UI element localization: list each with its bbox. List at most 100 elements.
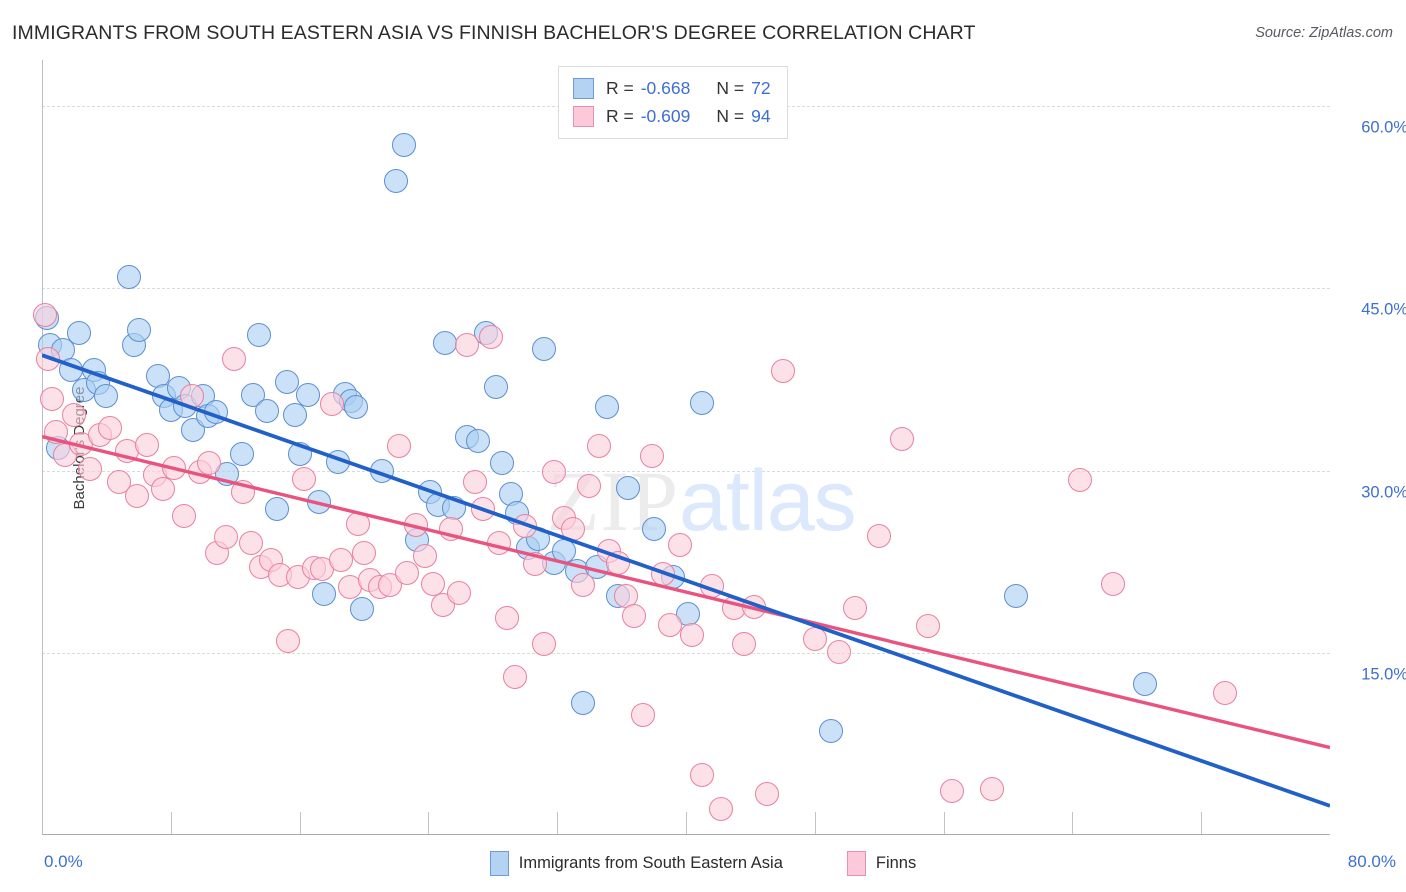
scatter-point (463, 469, 488, 494)
scatter-point (640, 444, 665, 468)
scatter-point (247, 322, 272, 347)
trend-lines (42, 353, 1330, 808)
scatter-point (487, 531, 512, 556)
scatter-point (867, 524, 892, 549)
scatter-point (641, 516, 666, 541)
scatter-point (39, 386, 64, 411)
legend-swatch-finns (846, 851, 866, 876)
y-axis-tick-label: 45.0% (1361, 300, 1406, 319)
stat-r-value: -0.668 (640, 77, 691, 98)
gridline (42, 652, 1330, 654)
scatter-point (295, 383, 320, 408)
scatter-point (614, 583, 639, 608)
scatter-point (490, 451, 515, 476)
scatter-point (352, 541, 376, 566)
stat-swatch-finns (573, 105, 594, 127)
x-axis-tick (1201, 812, 1203, 835)
scatter-point (329, 548, 354, 573)
scatter-point (570, 690, 595, 715)
scatter-point (134, 433, 159, 458)
legend-item-finns[interactable]: Finns (846, 851, 917, 876)
scatter-point (690, 390, 715, 415)
trend-line-finns (42, 434, 1330, 750)
scatter-point (33, 303, 58, 328)
y-axis-tick-label: 30.0% (1361, 483, 1406, 502)
scatter-point (67, 321, 92, 346)
scatter-point (667, 532, 692, 557)
scatter-point (479, 324, 504, 349)
scatter-point (843, 595, 868, 620)
scatter-point (818, 718, 843, 743)
scatter-point (889, 426, 914, 451)
scatter-point (979, 776, 1004, 801)
stat-swatch-immigrants (573, 77, 594, 99)
scatter-point (255, 399, 280, 424)
scatter-point (116, 265, 141, 290)
stat-r-label: R = (606, 77, 634, 98)
scatter-point (939, 779, 964, 804)
x-axis-tick (1072, 812, 1074, 835)
scatter-point (577, 474, 602, 499)
scatter-point (455, 333, 480, 358)
chart-legend: Immigrants from South Eastern Asia Finns (0, 851, 1406, 876)
scatter-point (392, 133, 417, 158)
scatter-point (274, 369, 299, 394)
x-axis-tick (299, 812, 301, 835)
scatter-point (616, 475, 641, 500)
x-axis-line (42, 834, 1330, 835)
scatter-point (62, 402, 87, 427)
x-axis-tick (170, 812, 172, 835)
scatter-point (319, 391, 344, 416)
scatter-point (311, 582, 336, 607)
scatter-point (337, 575, 362, 600)
scatter-point (513, 514, 537, 539)
legend-item-immigrants[interactable]: Immigrants from South Eastern Asia (489, 851, 783, 876)
scatter-point (484, 374, 509, 399)
scatter-point (124, 484, 149, 509)
scatter-point (413, 543, 438, 568)
scatter-point (532, 337, 557, 362)
scatter-point (1213, 680, 1238, 705)
scatter-point (97, 416, 122, 441)
y-axis-tick-label: 60.0% (1361, 118, 1406, 137)
scatter-point (595, 395, 620, 420)
scatter-point (229, 441, 254, 466)
scatter-point (377, 572, 402, 597)
scatter-point (350, 597, 375, 622)
scatter-point (421, 571, 446, 596)
y-axis-tick-label: 15.0% (1361, 665, 1406, 684)
scatter-point (395, 560, 420, 585)
scatter-point (1100, 571, 1125, 596)
scatter-point (384, 169, 409, 194)
stat-row: R = -0.609 N = 94 (573, 102, 771, 130)
scatter-point (1132, 672, 1157, 697)
scatter-point (826, 639, 851, 664)
scatter-point (503, 665, 528, 690)
scatter-point (78, 457, 103, 482)
stat-r-label: R = (606, 105, 634, 126)
scatter-point (213, 525, 238, 550)
stat-n-value: 72 (751, 77, 771, 98)
scatter-point (466, 429, 491, 454)
stat-n-label: N = (716, 77, 745, 98)
legend-label-finns: Finns (875, 854, 917, 872)
stat-n-label: N = (716, 105, 745, 126)
scatter-point (239, 531, 264, 556)
plot-area: Bachelor's Degree 60.0%45.0%30.0%15.0% Z… (33, 60, 1406, 835)
legend-label-immigrants: Immigrants from South Eastern Asia (518, 854, 783, 872)
scatter-point (915, 614, 940, 639)
x-axis-tick (686, 812, 687, 835)
scatter-point (171, 503, 196, 528)
scatter-point (802, 627, 827, 652)
correlation-stats-box: R = -0.668 N = 72 R = -0.609 N = 94 (558, 66, 788, 139)
scatter-point (495, 605, 520, 630)
scatter-point (680, 622, 705, 647)
scatter-point (446, 581, 471, 606)
x-axis-tick (428, 812, 430, 835)
scatter-point (197, 451, 222, 476)
scatter-point (221, 346, 246, 371)
legend-swatch-immigrants (489, 851, 509, 876)
scatter-point (1068, 468, 1093, 493)
trend-line-immigrants (42, 353, 1330, 808)
scatter-point (343, 395, 368, 420)
